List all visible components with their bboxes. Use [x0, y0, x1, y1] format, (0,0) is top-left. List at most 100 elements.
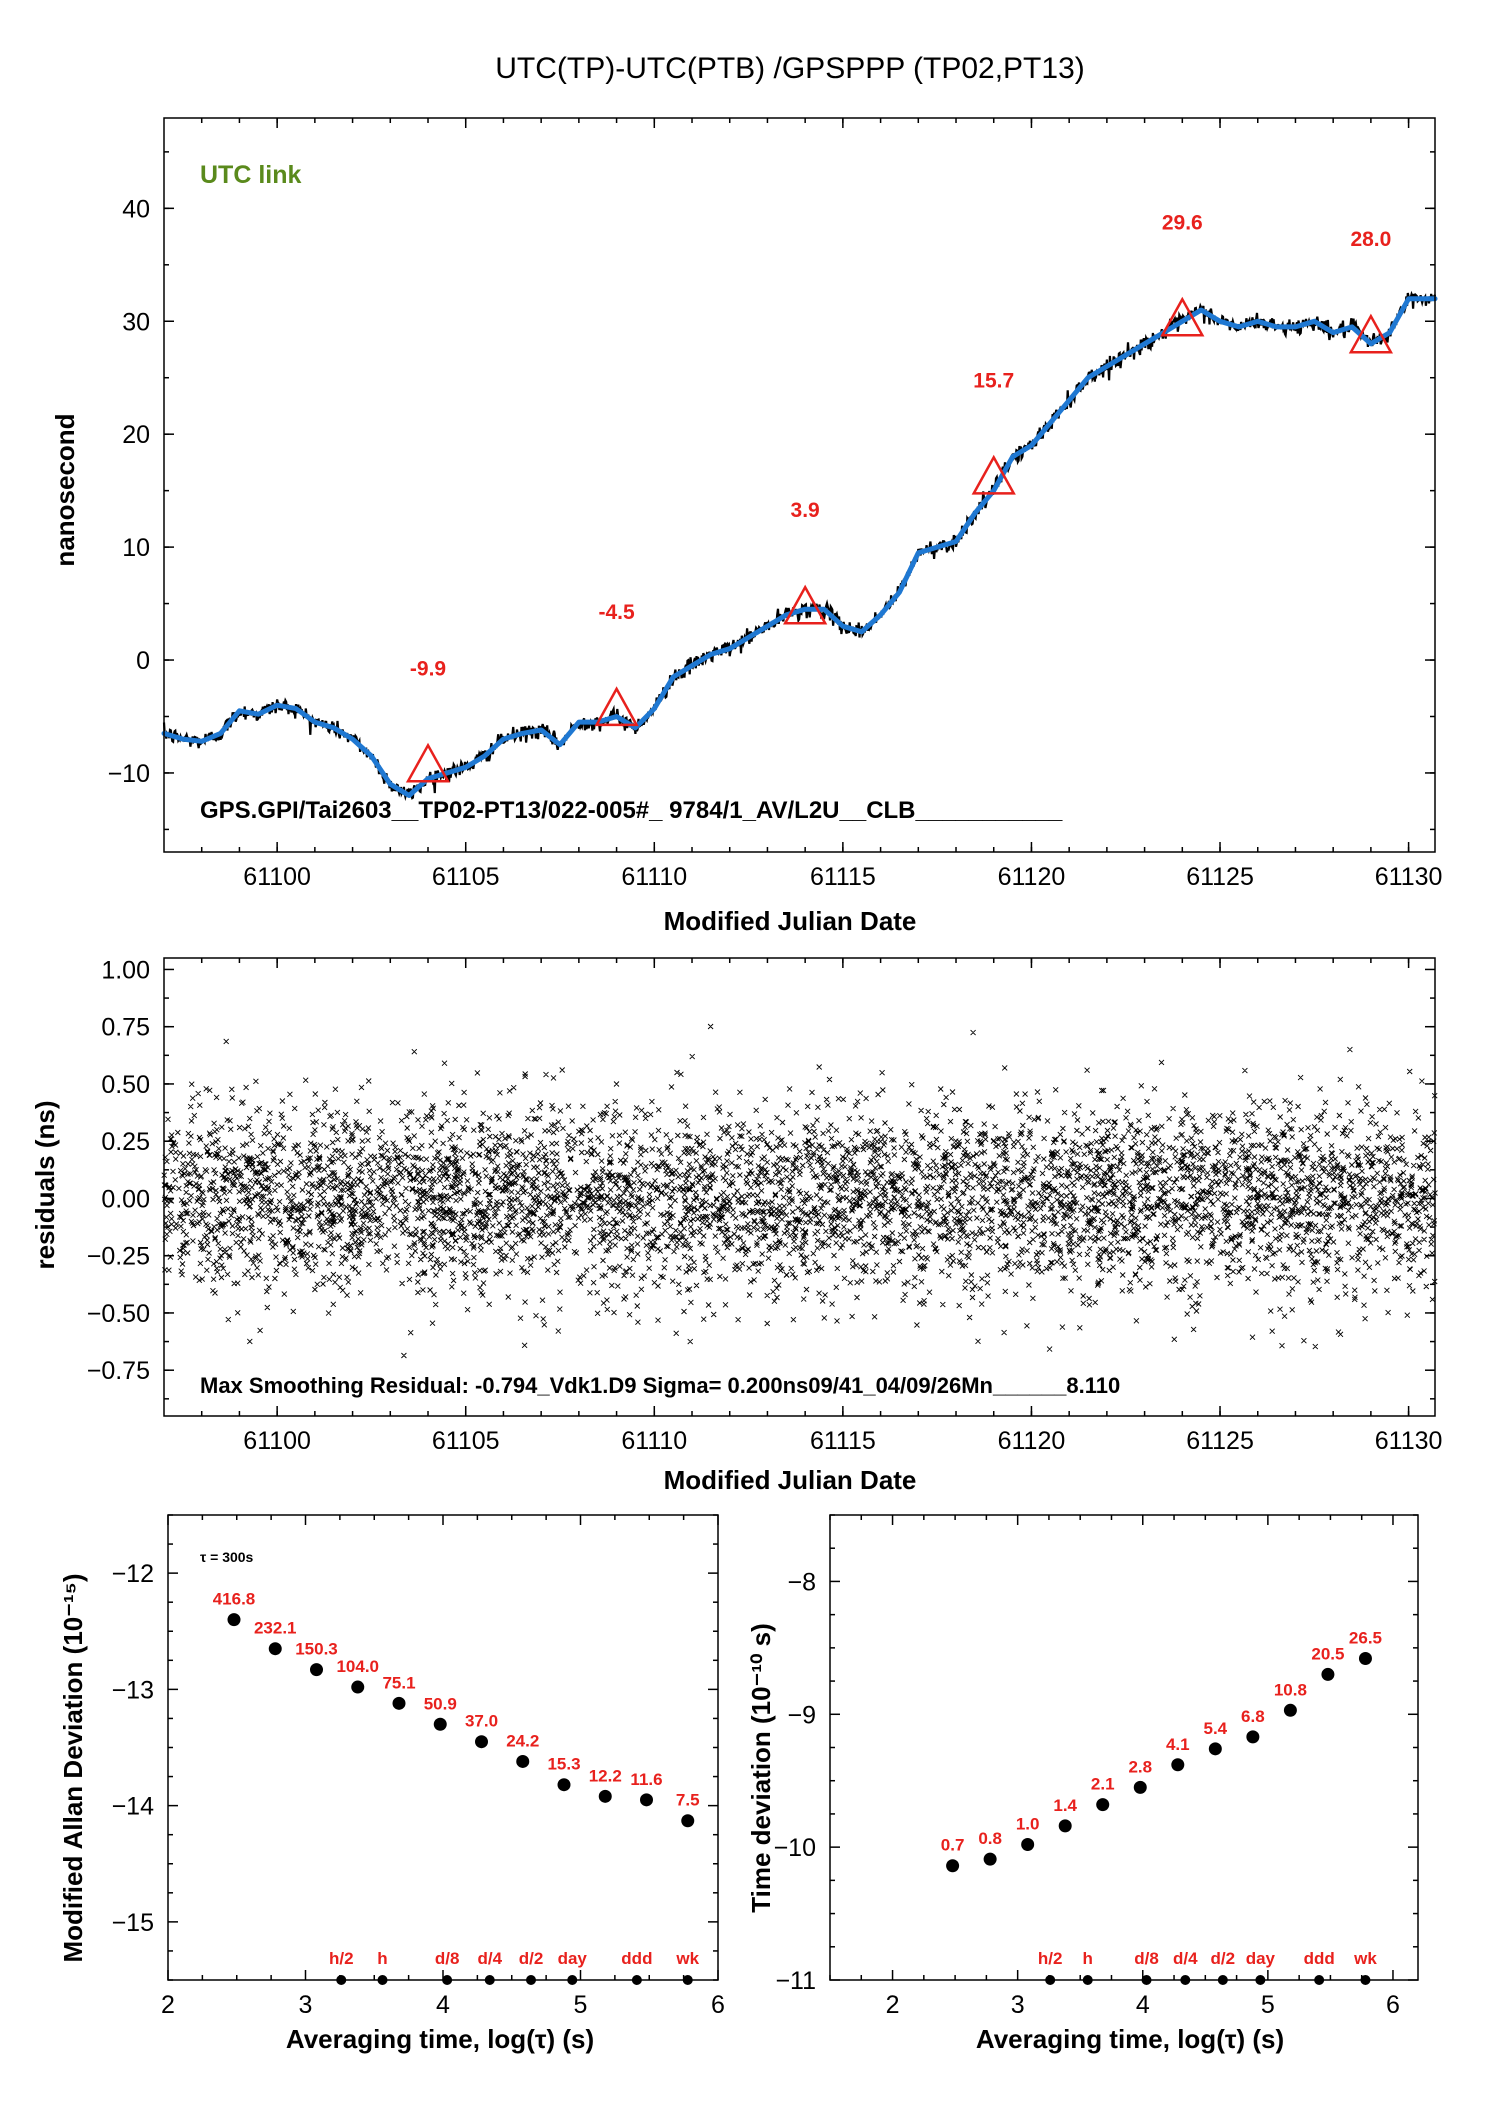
- tdev-point: [1021, 1837, 1035, 1851]
- figure-title: UTC(TP)-UTC(PTB) /GPSPPP (TP02,PT13): [495, 52, 1085, 85]
- raw-data-trace: [162, 290, 1437, 802]
- mdev-point-label: 12.2: [589, 1766, 622, 1785]
- mdev-time-marker: [567, 1975, 578, 1985]
- mdev-point-label: 11.6: [630, 1770, 662, 1789]
- mdev-point: [227, 1613, 241, 1627]
- time-series-ytick-label: 20: [122, 421, 150, 449]
- marker-value-label: 28.0: [1350, 228, 1391, 251]
- tdev-time-marker-label: h/2: [1038, 1949, 1063, 1968]
- mdev-point: [351, 1680, 365, 1694]
- marker-value-label: 3.9: [791, 499, 820, 522]
- time-series-plot-frame: [163, 117, 1436, 853]
- mdev-point-label: 416.8: [213, 1590, 256, 1609]
- marker-value-label: -4.5: [598, 601, 635, 624]
- mdev-xtick-label: 5: [574, 1991, 588, 2019]
- tdev-time-marker-label: ddd: [1304, 1949, 1335, 1968]
- marker-triangle: [783, 584, 828, 625]
- marker-triangle: [971, 454, 1016, 495]
- tdev-xlabel: Averaging time, log(τ) (s): [976, 2024, 1284, 2054]
- time-series-xlabel: Modified Julian Date: [664, 906, 917, 936]
- raw-noise-line: [162, 290, 1437, 802]
- residuals-ytick-label: 0.50: [101, 1071, 150, 1099]
- tdev-point-label: 4.1: [1166, 1735, 1190, 1754]
- link-label: UTC link: [200, 161, 301, 189]
- mdev-ytick-label: −13: [112, 1676, 154, 1704]
- marker-triangle: [594, 686, 639, 727]
- tdev-point: [946, 1859, 960, 1873]
- time-series-ytick-label: 0: [136, 647, 150, 675]
- mdev-time-marker: [377, 1975, 388, 1985]
- mdev-point: [310, 1663, 323, 1677]
- residuals-xtick-label: 61120: [998, 1427, 1066, 1455]
- residuals-xlabel: Modified Julian Date: [664, 1465, 917, 1495]
- tdev-point-label: 0.7: [941, 1836, 965, 1855]
- time-series-ytick-label: 10: [122, 534, 150, 562]
- tdev-time-marker-label: day: [1246, 1949, 1276, 1968]
- link-footer-text: GPS.GPI/Tai2603__TP02-PT13/022-005#_ 978…: [200, 797, 1063, 824]
- time-series-xtick-label: 61110: [621, 863, 687, 891]
- tdev-time-marker: [1314, 1975, 1325, 1985]
- time-series-xtick-label: 61100: [243, 863, 311, 891]
- residuals-ytick-label: 0.25: [101, 1128, 150, 1156]
- tdev-time-marker-label: h: [1083, 1949, 1093, 1968]
- tdev-point-label: 6.8: [1241, 1707, 1265, 1726]
- mdev-time-marker-label: h: [377, 1949, 387, 1968]
- marker-triangle: [1348, 313, 1394, 354]
- tdev-time-marker-label: d/8: [1134, 1949, 1159, 1968]
- mdev-point-label: 15.3: [547, 1755, 580, 1774]
- smoothed-series-line: [161, 296, 1438, 798]
- tdev-time-marker-label: wk: [1353, 1949, 1377, 1968]
- mdev-time-marker: [336, 1975, 347, 1985]
- mdev-point: [557, 1778, 571, 1792]
- mdev-time-marker-label: d/2: [519, 1949, 544, 1968]
- mdev-point-label: 75.1: [382, 1673, 415, 1692]
- time-series-xtick-label: 61115: [810, 863, 876, 891]
- tdev-point-label: 10.8: [1274, 1680, 1307, 1699]
- time-series-ytick-label: −10: [108, 760, 150, 788]
- tdev-ytick-label: −10: [774, 1834, 816, 1862]
- tdev-point: [1096, 1798, 1110, 1812]
- residual-points: [161, 1023, 1438, 1359]
- tdev-panel: 2 3 4 5 6 −8 −9 −10 −11 0.7 0.8 1.0 1.4 2.1 2.8 4.1 5.4…: [746, 1514, 1419, 2054]
- tdev-xtick-label: 4: [1136, 1991, 1150, 2019]
- tdev-xtick-label: 6: [1386, 1991, 1400, 2019]
- tdev-time-marker: [1360, 1975, 1371, 1985]
- mdev-time-marker-label: ddd: [621, 1949, 652, 1968]
- mdev-point-label: 150.3: [295, 1640, 338, 1659]
- mdev-point-label: 7.5: [676, 1791, 700, 1810]
- tdev-plot-frame: [829, 1514, 1419, 1981]
- mdev-xtick-label: 4: [436, 1991, 450, 2019]
- tdev-point: [1358, 1651, 1372, 1665]
- mdev-xlabel: Averaging time, log(τ) (s): [286, 2024, 594, 2054]
- tdev-point-label: 0.8: [978, 1829, 1002, 1848]
- tdev-point: [1208, 1742, 1222, 1756]
- time-series-ytick-label: 30: [122, 308, 150, 336]
- tdev-axes: 2 3 4 5 6 −8 −9 −10 −11: [774, 1514, 1419, 2019]
- mdev-time-marker-label: d/4: [477, 1949, 502, 1968]
- time-series-ytick-label: 40: [122, 195, 150, 223]
- mdev-point: [516, 1754, 530, 1768]
- marker-triangle: [1160, 296, 1205, 337]
- mdev-axes: 2 3 4 5 6 −12 −13 −14 −15: [112, 1514, 725, 2019]
- tdev-xtick-label: 3: [1011, 1991, 1025, 2019]
- tdev-ytick-label: −8: [787, 1568, 816, 1596]
- marker-value-label: 15.7: [973, 369, 1014, 392]
- mdev-point-label: 232.1: [254, 1619, 297, 1638]
- mdev-point: [598, 1789, 612, 1803]
- tdev-point: [1321, 1667, 1335, 1681]
- mdev-point-label: 37.0: [465, 1712, 498, 1731]
- marker-value-label: 29.6: [1162, 211, 1203, 234]
- mdev-time-marker-label: wk: [675, 1949, 699, 1968]
- tdev-time-marker-label: d/4: [1173, 1949, 1198, 1968]
- mdev-xtick-label: 2: [161, 1991, 175, 2019]
- residuals-footer-text: Max Smoothing Residual: -0.794_Vdk1.D9 S…: [200, 1373, 1120, 1398]
- residuals-ytick-label: 1.00: [101, 956, 150, 984]
- mdev-ylabel: Modified Allan Deviation (10⁻¹⁵): [58, 1574, 88, 1963]
- residuals-axes: 61100 61105 61110 61115 61120 61125 61130 1.00 0…: [87, 956, 1443, 1455]
- mdev-plot-frame: [167, 1514, 719, 1981]
- tdev-time-marker: [1082, 1975, 1093, 1985]
- tdev-xtick-label: 5: [1261, 1991, 1275, 2019]
- tdev-time-marker-label: d/2: [1211, 1949, 1236, 1968]
